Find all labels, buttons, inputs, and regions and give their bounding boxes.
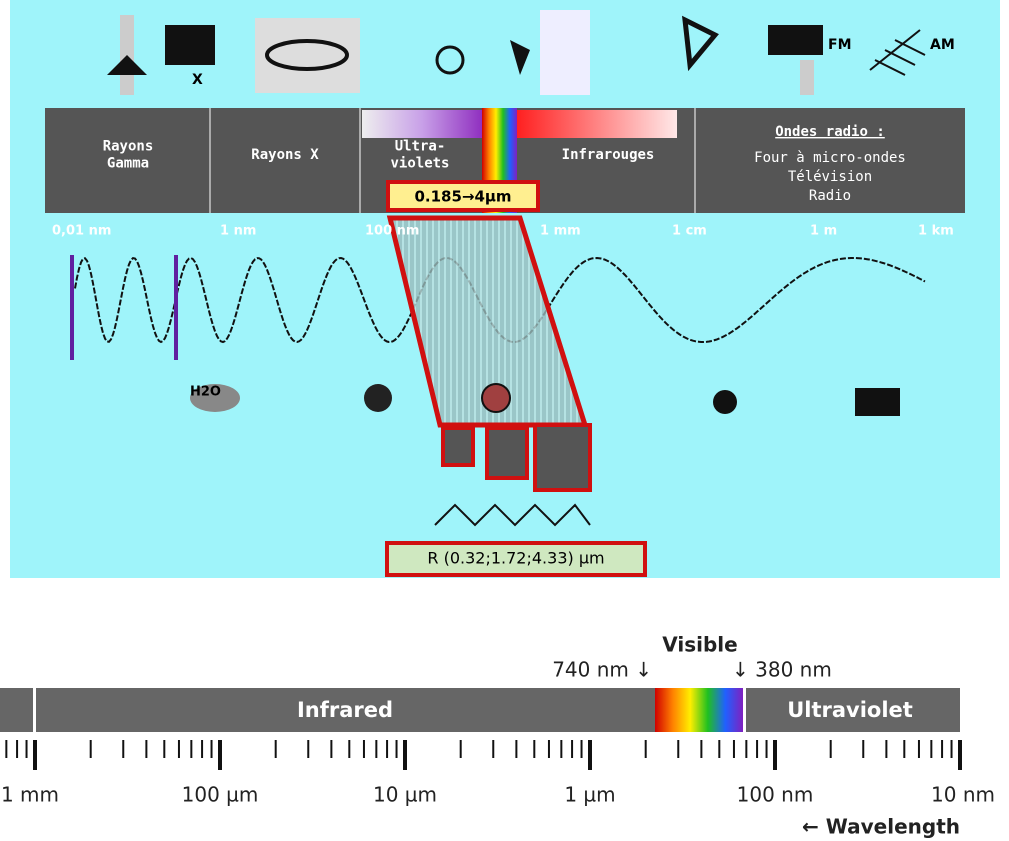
divider [33, 688, 36, 732]
ultraviolet-label: Ultraviolet [787, 698, 913, 722]
ruler-label: 10 µm [373, 783, 437, 807]
divider [743, 688, 746, 732]
wave [74, 256, 926, 344]
h2o-label: H2O [190, 385, 221, 400]
axis-label: ← Wavelength [802, 815, 960, 839]
scale-label: 1 nm [220, 224, 256, 239]
icons: X FM AM [107, 10, 955, 95]
ruler-label: 1 µm [564, 783, 615, 807]
visible-band [655, 688, 743, 732]
scale-label: 1 km [918, 224, 954, 239]
radio-title: Ondes radio : [775, 124, 885, 140]
scale-label: 1 m [810, 224, 837, 239]
ruler-label: 100 µm [182, 783, 259, 807]
zigzag [434, 503, 591, 527]
bottom-icons: H2O [190, 383, 900, 416]
range-text: 0.185→4µm [414, 188, 511, 206]
radio-line: Four à micro-ondes [754, 150, 906, 166]
scale-label: 100 nm [365, 224, 419, 239]
ruler [5, 740, 962, 770]
scale-label: 1 cm [672, 224, 707, 239]
left-marker: 740 nm ↓ [552, 658, 652, 682]
scale-label: 1 mm [540, 224, 581, 239]
result-box [385, 541, 647, 577]
x-label: X [192, 72, 203, 88]
scale-label: 0,01 nm [52, 224, 111, 239]
result-text: R (0.32;1.72;4.33) µm [427, 549, 604, 568]
infrared-label: Infrared [297, 698, 393, 722]
radio-line: Radio [809, 188, 851, 204]
band-label: Rayons [103, 139, 154, 155]
band-dividers [209, 108, 696, 213]
band-label: Infrarouges [562, 147, 655, 163]
band-label: Ultra- [395, 139, 446, 155]
band-label: Gamma [107, 156, 149, 172]
radio-line: Télévision [788, 169, 872, 185]
range-box [386, 180, 540, 212]
ruler-label: 1 mm [1, 783, 59, 807]
uv-gradient [362, 110, 482, 138]
sample-boxes [441, 423, 592, 492]
band-label: Rayons X [251, 147, 319, 163]
ruler-label: 10 nm [931, 783, 995, 807]
band-label: violets [390, 156, 449, 172]
wave-path [74, 256, 926, 344]
ir-gradient [517, 110, 677, 138]
fm-label: FM [828, 37, 852, 53]
spectrum-bar [0, 688, 960, 732]
am-label: AM [930, 37, 955, 53]
ruler-label: 100 nm [737, 783, 814, 807]
right-marker: ↓ 380 nm [732, 658, 832, 682]
visible-label: Visible [662, 633, 737, 657]
